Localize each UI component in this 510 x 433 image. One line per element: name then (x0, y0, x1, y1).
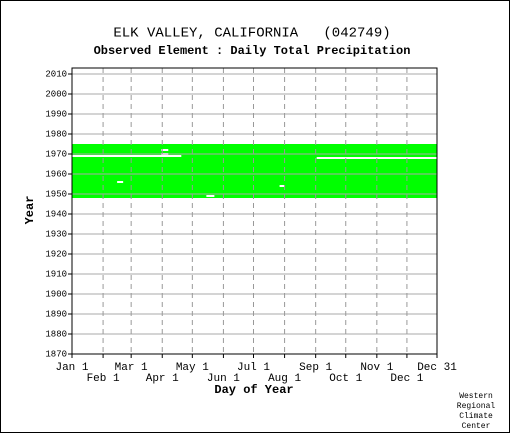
y-tick-label: 1990 (45, 109, 67, 119)
y-tick-label: 1930 (45, 229, 67, 239)
y-tick-label: 1960 (45, 169, 67, 179)
y-axis-label: Year (23, 196, 37, 225)
credit: Climate (459, 412, 493, 421)
y-tick-label: 1970 (45, 149, 67, 159)
x-axis-label: Day of Year (214, 383, 293, 397)
credit: Center (462, 422, 491, 431)
gap (117, 181, 124, 183)
y-tick-label: 1920 (45, 249, 67, 259)
y-tick-label: 2010 (45, 69, 67, 79)
x-tick-label: Nov 1 (360, 362, 393, 374)
gap (72, 155, 182, 157)
gap (161, 149, 169, 151)
x-tick-label: Oct 1 (329, 373, 362, 385)
x-tick-label: Aug 1 (268, 373, 301, 385)
gap (206, 195, 215, 197)
x-tick-label: Sep 1 (299, 362, 332, 374)
y-tick-label: 1950 (45, 189, 67, 199)
y-tick-label: 1870 (45, 349, 67, 359)
credit: Regional (457, 402, 496, 411)
x-tick-label: Jun 1 (207, 373, 240, 385)
x-tick-label: Apr 1 (146, 373, 179, 385)
x-tick-label: Dec 1 (390, 373, 423, 385)
x-tick-label: Mar 1 (115, 362, 148, 374)
y-tick-label: 1890 (45, 309, 67, 319)
chart-title: ELK VALLEY, CALIFORNIA (042749) (113, 26, 390, 42)
y-tick-label: 1880 (45, 329, 67, 339)
x-tick-label: Dec 31 (417, 362, 457, 374)
y-tick-label: 2000 (45, 89, 67, 99)
credit: Western (459, 392, 493, 401)
y-tick-label: 1980 (45, 129, 67, 139)
chart-subtitle: Observed Element : Daily Total Precipita… (94, 44, 411, 58)
gap (279, 185, 285, 187)
x-tick-label: Jan 1 (55, 362, 88, 374)
y-tick-label: 1940 (45, 209, 67, 219)
x-tick-label: May 1 (176, 362, 209, 374)
gap (253, 199, 437, 201)
y-tick-label: 1910 (45, 269, 67, 279)
y-tick-label: 1900 (45, 289, 67, 299)
coverage-area (72, 144, 437, 198)
x-tick-label: Jul 1 (237, 362, 270, 374)
x-tick-label: Feb 1 (87, 373, 120, 385)
plot-frame (71, 67, 438, 355)
